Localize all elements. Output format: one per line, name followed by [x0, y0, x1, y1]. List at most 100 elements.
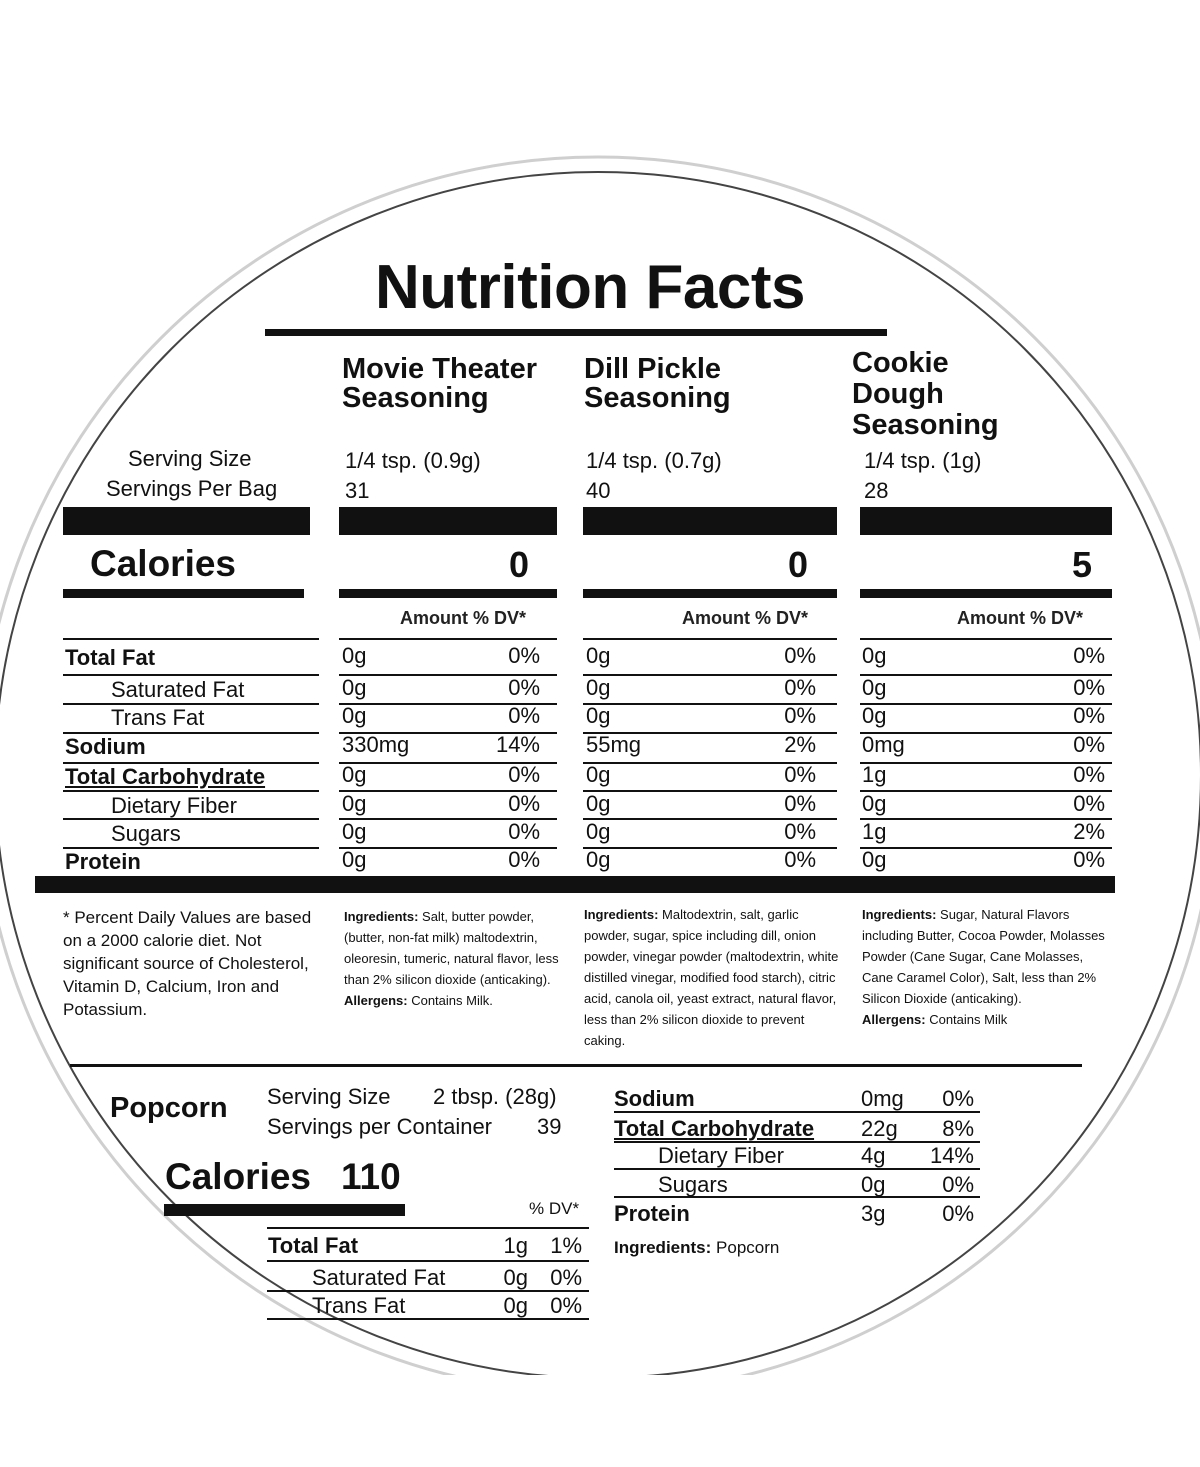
nutrient-amount: 1g [862, 819, 887, 844]
popcorn-nutrient-dv: 0% [942, 1172, 974, 1197]
nutrient-amount: 0g [586, 819, 611, 844]
nutrient-amount: 0g [862, 847, 887, 872]
popcorn-nutrient-label: Total Fat [268, 1233, 359, 1258]
nutrient-label: Sugars [111, 821, 181, 846]
servings-value: 40 [586, 478, 611, 503]
popcorn-nutrient-dv: 0% [942, 1086, 974, 1111]
nutrient-amount: 0g [586, 847, 611, 872]
thick-bar [339, 507, 557, 535]
popcorn-nutrient-amount: 0g [861, 1172, 886, 1197]
product-name-cookie-dough: Cookie Dough Seasoning [852, 347, 999, 441]
nutrient-amount: 0g [342, 703, 367, 728]
product-name-movie-theater: Movie Theater Seasoning [342, 353, 537, 414]
nutrient-amount: 0g [342, 791, 367, 816]
row-divider [267, 1260, 589, 1262]
product-name-dill-pickle: Dill Pickle Seasoning [584, 353, 731, 414]
nutrient-dv: 0% [784, 703, 816, 728]
serving-size-value: 1/4 tsp. (0.7g) [586, 448, 722, 473]
popcorn-nutrient-amount: 1g [503, 1233, 528, 1258]
popcorn-nutrient-amount: 3g [861, 1201, 886, 1226]
row-divider [583, 762, 837, 764]
row-divider [339, 762, 557, 764]
row-divider [614, 1168, 980, 1170]
row-divider [339, 703, 557, 705]
popcorn-nutrient-label: Total Carbohydrate [614, 1116, 815, 1141]
popcorn-calories-rule [164, 1204, 405, 1216]
row-divider [860, 638, 1112, 640]
popcorn-nutrient-dv: 14% [929, 1143, 974, 1168]
row-divider [63, 674, 319, 676]
nutrient-amount: 0g [586, 675, 611, 700]
nutrient-amount: 55mg [586, 732, 642, 757]
ingredients-cookie-dough: Ingredients: Sugar, Natural Flavors incl… [862, 907, 1105, 1027]
table-bottom-bar [35, 876, 1115, 893]
row-divider [339, 818, 557, 820]
row-divider [860, 762, 1112, 764]
row-divider [614, 1196, 980, 1198]
row-divider [583, 818, 837, 820]
popcorn-nutrient-label: Sodium [614, 1086, 695, 1111]
thick-bar [860, 507, 1112, 535]
row-divider [339, 847, 557, 849]
nutrient-dv: 0% [1073, 643, 1105, 668]
nutrient-dv: 0% [1073, 791, 1105, 816]
row-divider [583, 674, 837, 676]
nutrient-amount: 0g [862, 675, 887, 700]
nutrient-dv: 0% [1073, 675, 1105, 700]
popcorn-nutrient-label: Trans Fat [312, 1293, 406, 1318]
servings-per-bag-label: Servings Per Bag [106, 476, 278, 501]
row-divider [339, 638, 557, 640]
daily-value-footnote: * Percent Daily Values are based on a 20… [63, 908, 312, 1019]
bottom-mask [0, 1375, 1200, 1467]
calories-rule [63, 589, 304, 598]
nutrient-label: Trans Fat [111, 705, 205, 730]
nutrition-facts-title: Nutrition Facts [375, 253, 805, 322]
popcorn-nutrient-dv: 0% [942, 1201, 974, 1226]
row-divider [267, 1227, 589, 1229]
row-divider [63, 732, 319, 734]
nutrient-amount: 0g [586, 762, 611, 787]
popcorn-nutrient-amount: 0mg [861, 1086, 904, 1111]
popcorn-servings-label: Servings per Container [267, 1114, 493, 1139]
nutrient-dv: 0% [508, 847, 540, 872]
nutrient-dv: 0% [784, 675, 816, 700]
row-divider [63, 818, 319, 820]
row-divider [860, 818, 1112, 820]
thick-bar [583, 507, 837, 535]
row-divider [860, 703, 1112, 705]
row-divider [614, 1141, 980, 1143]
nutrient-amount: 330mg [342, 732, 410, 757]
serving-size-value: 1/4 tsp. (0.9g) [345, 448, 481, 473]
popcorn-nutrient-label: Protein [614, 1201, 690, 1226]
calories-rule [339, 589, 557, 598]
nutrient-dv: 0% [508, 675, 540, 700]
popcorn-ingredients: Ingredients: Popcorn [614, 1238, 780, 1257]
calories-rule [860, 589, 1112, 598]
nutrient-dv: 0% [508, 762, 540, 787]
amount-dv-header: Amount % DV* [400, 608, 526, 628]
popcorn-nutrient-dv: 1% [550, 1233, 582, 1258]
nutrient-amount: 0g [862, 643, 887, 668]
nutrient-label: Protein [65, 849, 141, 874]
nutrient-dv: 0% [784, 847, 816, 872]
nutrient-amount: 0g [586, 703, 611, 728]
amount-dv-header: Amount % DV* [957, 608, 1083, 628]
row-divider [339, 790, 557, 792]
row-divider [614, 1111, 980, 1113]
row-divider [339, 732, 557, 734]
popcorn-calories-value: 110 [341, 1156, 401, 1197]
row-divider [267, 1290, 589, 1292]
nutrient-label: Saturated Fat [111, 677, 245, 702]
popcorn-nutrient-label: Dietary Fiber [658, 1143, 784, 1168]
row-divider [63, 762, 319, 764]
nutrient-amount: 0mg [862, 732, 905, 757]
row-divider [860, 674, 1112, 676]
nutrient-amount: 0g [342, 847, 367, 872]
popcorn-servings-value: 39 [537, 1114, 562, 1139]
nutrient-label: Total Fat [65, 645, 156, 670]
amount-dv-header: Amount % DV* [682, 608, 808, 628]
nutrient-amount: 0g [342, 675, 367, 700]
calories-rule [583, 589, 837, 598]
row-divider [63, 790, 319, 792]
